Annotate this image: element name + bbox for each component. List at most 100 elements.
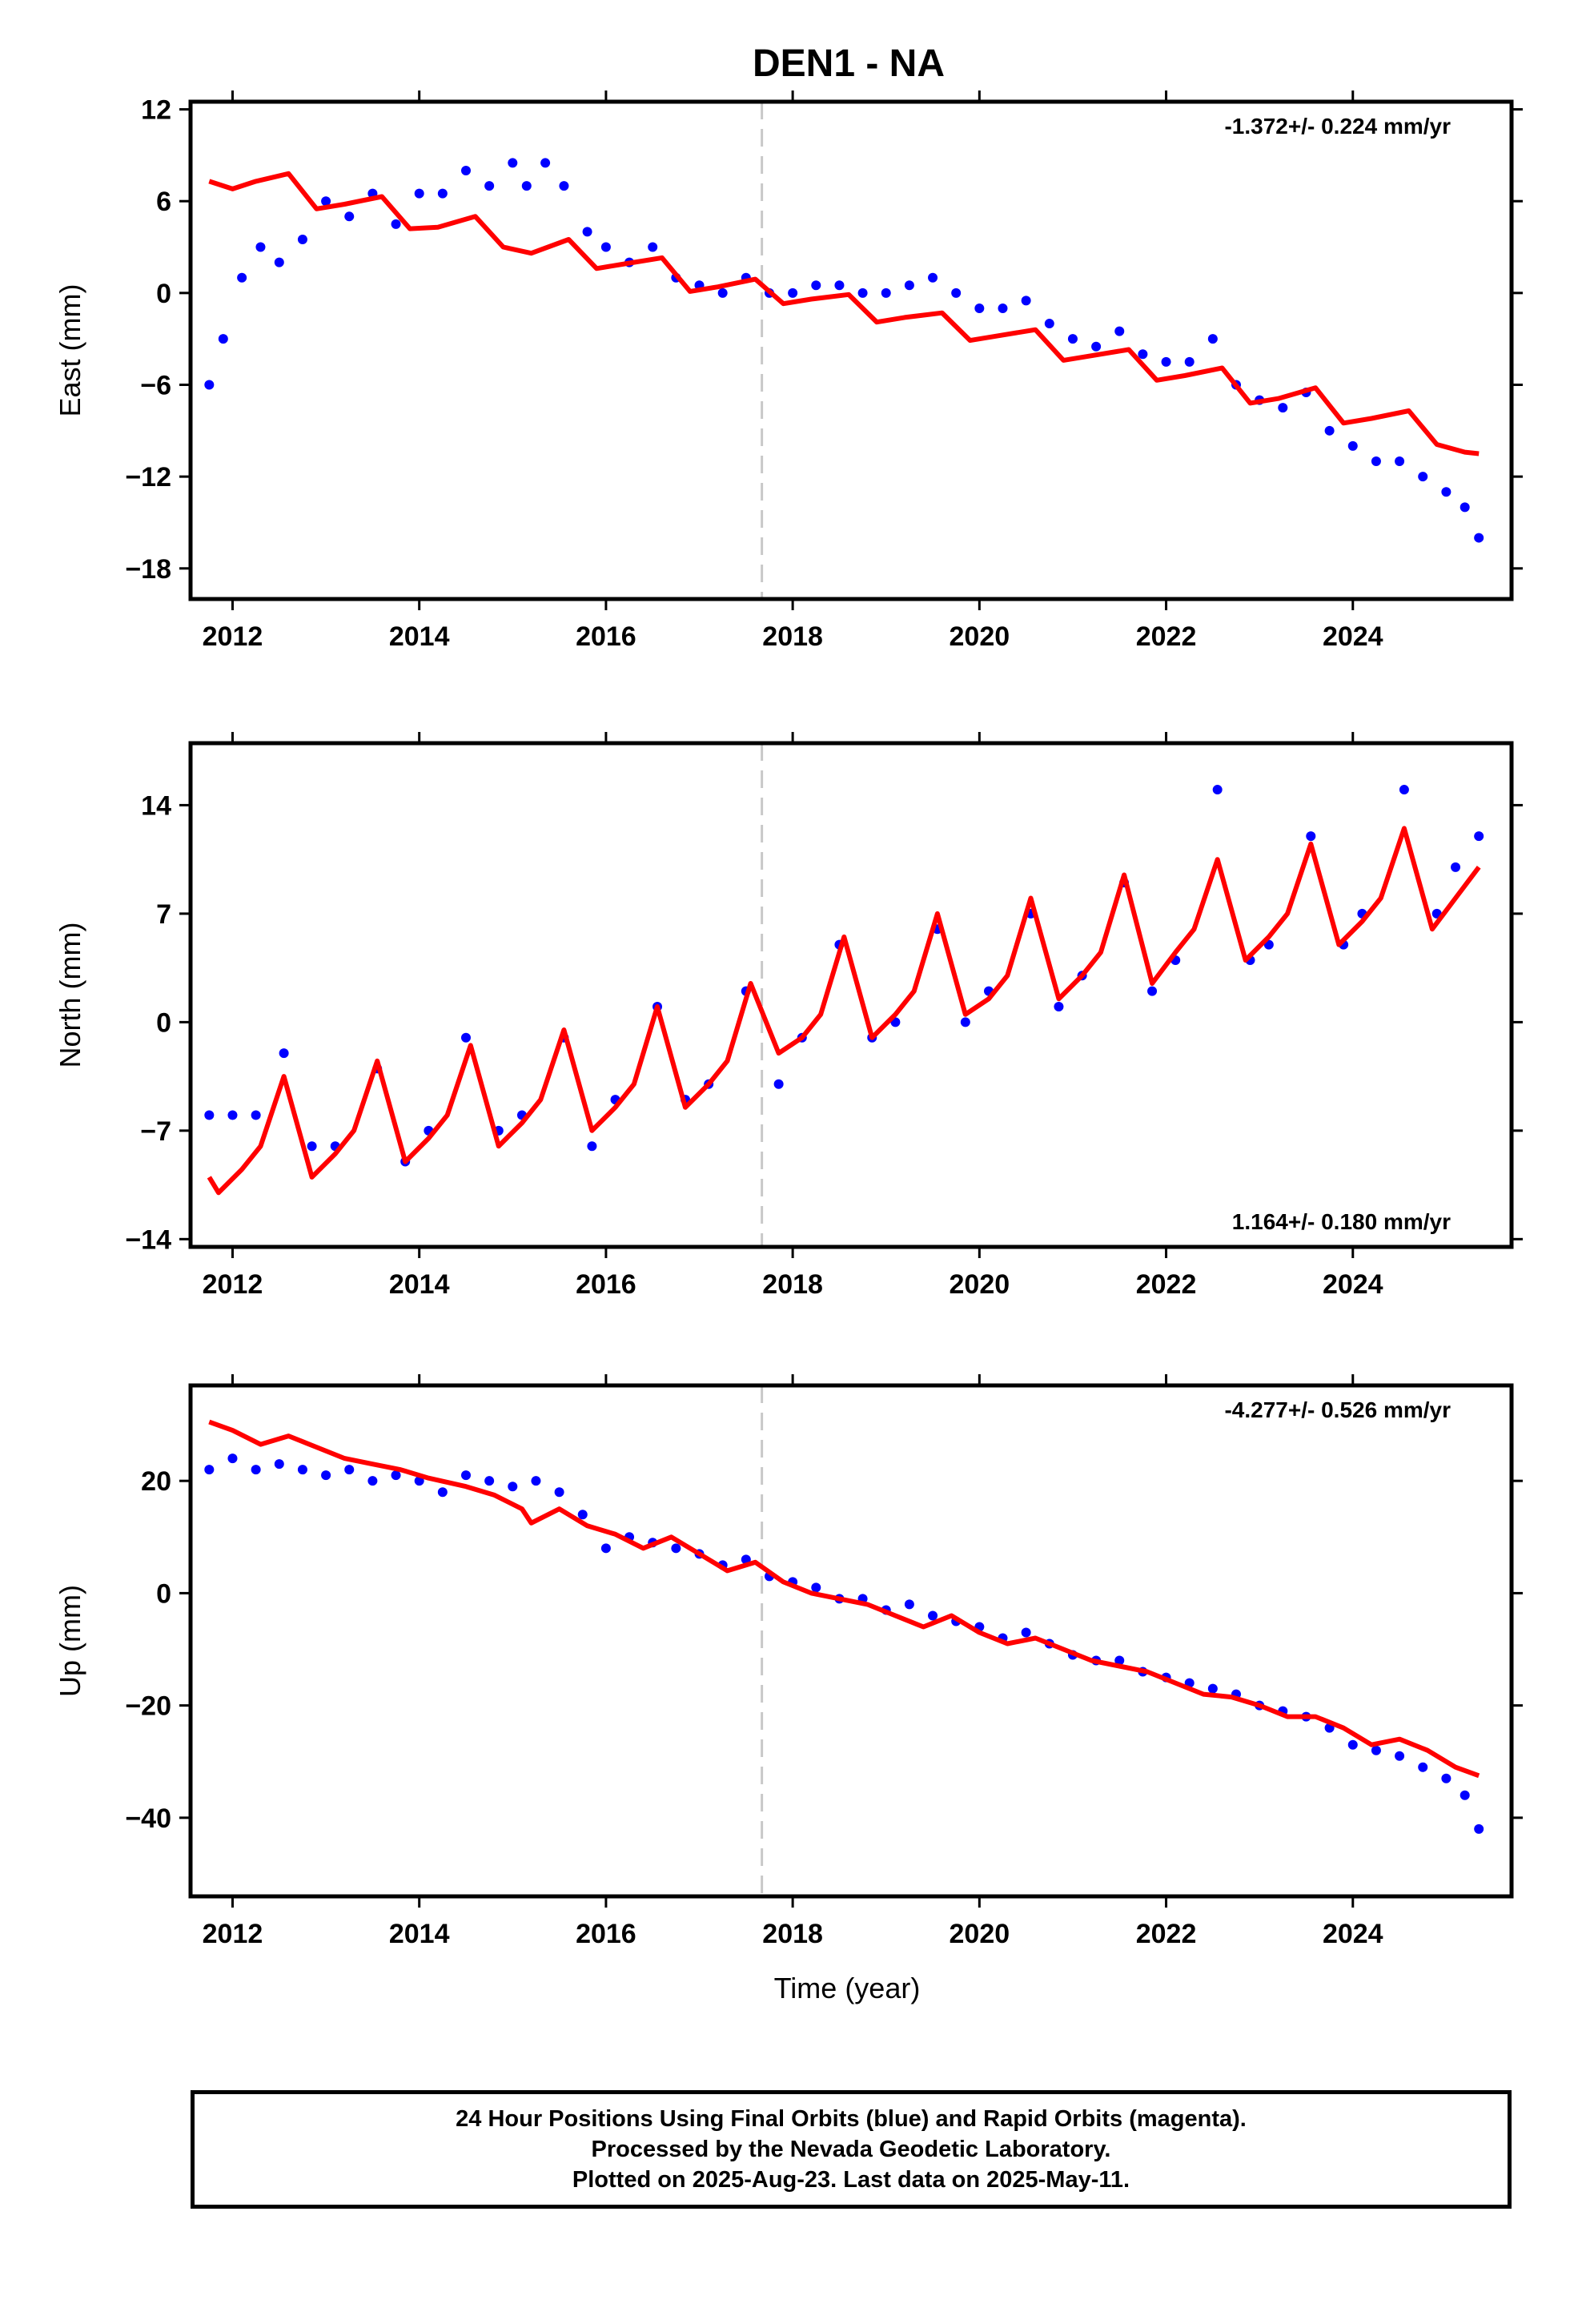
data-point: [554, 1487, 564, 1498]
data-point: [773, 1079, 784, 1089]
data-point: [904, 1599, 914, 1610]
data-point: [307, 1141, 317, 1152]
data-point: [960, 1017, 970, 1027]
data-point: [1306, 831, 1316, 842]
data-point: [1474, 1823, 1484, 1834]
data-point: [1451, 862, 1461, 872]
x-axis-label: Time (year): [774, 1972, 921, 2004]
x-tick-label: 2012: [203, 1269, 263, 1300]
data-point: [881, 287, 891, 298]
data-point: [251, 1110, 261, 1120]
data-point: [559, 181, 569, 191]
x-tick-label: 2024: [1323, 1269, 1383, 1300]
caption-line-3: Plotted on 2025-Aug-23. Last data on 202…: [572, 2167, 1130, 2193]
data-point: [255, 242, 266, 252]
x-tick-label: 2022: [1136, 621, 1197, 652]
data-point: [587, 1141, 597, 1152]
data-point: [1184, 356, 1195, 367]
data-point: [1212, 785, 1223, 795]
x-tick-label: 2020: [950, 621, 1010, 652]
data-point: [279, 1048, 289, 1059]
data-point: [521, 181, 532, 191]
x-tick-label: 2024: [1323, 621, 1383, 652]
data-point: [1054, 1002, 1064, 1012]
data-point: [1207, 1683, 1218, 1694]
data-point: [437, 1487, 448, 1498]
x-tick-label: 2014: [389, 621, 450, 652]
y-tick-label: 12: [141, 95, 171, 126]
data-point: [508, 158, 518, 168]
y-tick-label: 14: [141, 790, 171, 821]
data-point: [951, 287, 962, 298]
data-point: [1418, 1762, 1428, 1772]
data-point: [227, 1110, 238, 1120]
data-point: [648, 242, 658, 252]
x-tick-label: 2022: [1136, 1919, 1197, 1949]
rate-annotation: -1.372+/- 0.224 mm/yr: [1224, 114, 1451, 139]
data-point: [1114, 326, 1125, 336]
data-point: [391, 219, 401, 229]
up-panel: 2012 2014 2016 2018 2020 2022 2024 20 0 −20 −40 Up …: [54, 1374, 1523, 1949]
data-point: [1371, 456, 1381, 467]
caption-line-1: 24 Hour Positions Using Final Orbits (bl…: [456, 2106, 1247, 2132]
data-point: [1441, 487, 1452, 497]
data-point: [321, 1470, 331, 1481]
data-point: [484, 1476, 495, 1486]
y-tick-label: −20: [125, 1691, 171, 1722]
y-axis-label: North (mm): [54, 923, 86, 1068]
data-point: [204, 380, 215, 390]
data-point: [904, 280, 914, 291]
y-tick-label: 0: [156, 1578, 171, 1609]
data-point: [1021, 1627, 1031, 1638]
data-point: [1474, 533, 1484, 543]
x-tick-label: 2016: [576, 621, 636, 652]
data-point: [204, 1110, 215, 1120]
y-tick-label: 0: [156, 1007, 171, 1038]
chart-title: DEN1 - NA: [753, 42, 945, 85]
data-point: [391, 1470, 401, 1481]
x-tick-label: 2020: [950, 1269, 1010, 1300]
y-tick-label: −40: [125, 1803, 171, 1834]
data-point: [297, 234, 307, 244]
data-point: [251, 1465, 261, 1475]
data-point: [460, 1032, 471, 1043]
data-point: [460, 165, 471, 175]
data-point: [1395, 456, 1405, 467]
east-panel: 2012 2014 2016 2018 2020 2022 2024 12 6 0 −6 −12 −18…: [54, 90, 1523, 652]
data-point: [577, 1510, 588, 1520]
x-tick-label: 2018: [762, 1919, 823, 1949]
data-point: [1460, 1790, 1470, 1800]
data-point: [1067, 334, 1078, 344]
data-point: [1091, 341, 1102, 352]
x-tick-label: 2018: [762, 1269, 823, 1300]
y-tick-label: −12: [125, 462, 171, 493]
data-point: [928, 272, 938, 283]
data-point: [1324, 425, 1335, 436]
data-point: [1395, 1751, 1405, 1761]
data-point: [1044, 319, 1054, 329]
x-tick-label: 2016: [576, 1269, 636, 1300]
data-point: [1347, 440, 1358, 451]
data-point: [237, 272, 247, 283]
y-axis-label: East (mm): [54, 284, 86, 417]
data-point: [367, 1476, 378, 1486]
data-point: [1147, 986, 1158, 996]
data-point: [531, 1476, 541, 1486]
scatter-series: [204, 1454, 1484, 1834]
data-point: [1474, 831, 1484, 842]
y-tick-label: −6: [140, 370, 171, 400]
data-point: [600, 1543, 611, 1554]
data-point: [1114, 1655, 1125, 1666]
data-point: [582, 227, 592, 237]
y-tick-label: 6: [156, 187, 171, 217]
north-panel: 2012 2014 2016 2018 2020 2022 2024 14 7 0 −7 −14 Nor…: [54, 732, 1523, 1300]
x-tick-label: 2012: [203, 621, 263, 652]
x-tick-label: 2022: [1136, 1269, 1197, 1300]
data-point: [788, 287, 798, 298]
caption-box: 24 Hour Positions Using Final Orbits (bl…: [191, 2090, 1512, 2209]
x-tick-label: 2024: [1323, 1919, 1383, 1949]
data-point: [717, 287, 728, 298]
x-tick-label: 2012: [203, 1919, 263, 1949]
data-point: [1161, 356, 1171, 367]
data-point: [437, 188, 448, 199]
